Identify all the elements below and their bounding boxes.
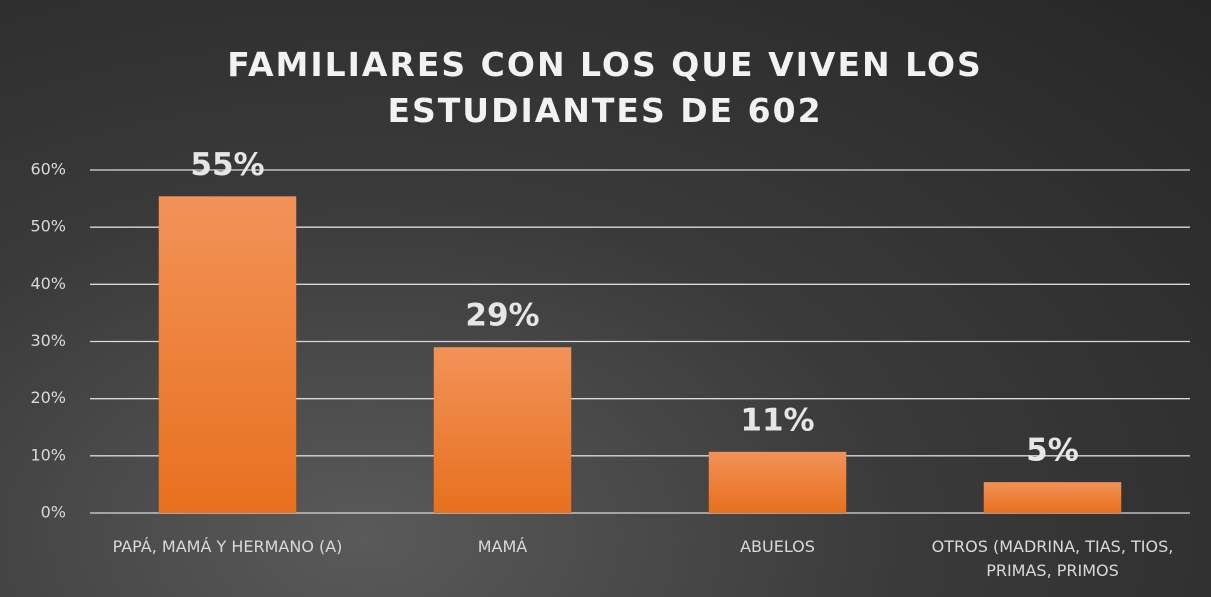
bar [433, 347, 572, 513]
bar [158, 196, 297, 513]
y-tick-label: 0% [41, 503, 66, 522]
y-tick-label: 30% [30, 331, 66, 350]
x-tick-label: MAMÁ [477, 537, 528, 556]
y-tick-label: 10% [30, 445, 66, 464]
bar [983, 482, 1122, 513]
value-label: 55% [190, 147, 264, 183]
y-tick-label: 60% [30, 160, 66, 179]
y-tick-label: 20% [30, 388, 66, 407]
bar [708, 451, 847, 513]
x-tick-label: PAPÁ, MAMÁ Y HERMANO (A) [112, 537, 343, 556]
x-tick-label: OTROS (MADRINA, TIAS, TIOS, PRIMAS, PRIM… [931, 537, 1174, 580]
chart-title: FAMILIARES CON LOS QUE VIVEN LOS ESTUDIA… [227, 45, 983, 130]
y-tick-label: 50% [30, 217, 66, 236]
value-label: 29% [465, 298, 539, 334]
value-label: 11% [740, 402, 814, 438]
value-label: 5% [1026, 433, 1079, 469]
y-tick-label: 40% [30, 274, 66, 293]
x-tick-label: ABUELOS [740, 537, 815, 556]
